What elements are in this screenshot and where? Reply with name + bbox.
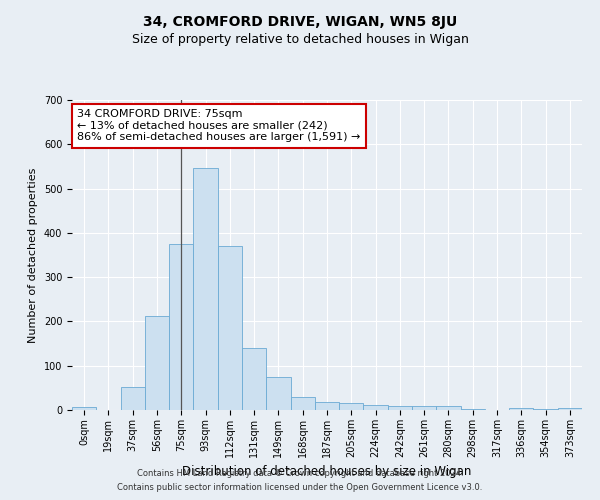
- Text: 34, CROMFORD DRIVE, WIGAN, WN5 8JU: 34, CROMFORD DRIVE, WIGAN, WN5 8JU: [143, 15, 457, 29]
- Bar: [193, 168, 218, 410]
- Bar: [266, 377, 290, 410]
- Bar: [218, 246, 242, 410]
- Bar: [339, 404, 364, 410]
- Text: 34 CROMFORD DRIVE: 75sqm
← 13% of detached houses are smaller (242)
86% of semi-: 34 CROMFORD DRIVE: 75sqm ← 13% of detach…: [77, 110, 361, 142]
- Bar: [242, 348, 266, 410]
- Bar: [364, 405, 388, 410]
- Text: Contains HM Land Registry data © Crown copyright and database right 2024.: Contains HM Land Registry data © Crown c…: [137, 468, 463, 477]
- Text: Size of property relative to detached houses in Wigan: Size of property relative to detached ho…: [131, 32, 469, 46]
- Bar: [533, 408, 558, 410]
- Bar: [436, 406, 461, 410]
- X-axis label: Distribution of detached houses by size in Wigan: Distribution of detached houses by size …: [182, 466, 472, 478]
- Bar: [558, 408, 582, 410]
- Bar: [290, 396, 315, 410]
- Bar: [461, 408, 485, 410]
- Bar: [121, 387, 145, 410]
- Bar: [145, 316, 169, 410]
- Bar: [412, 406, 436, 410]
- Bar: [315, 402, 339, 410]
- Bar: [509, 408, 533, 410]
- Text: Contains public sector information licensed under the Open Government Licence v3: Contains public sector information licen…: [118, 484, 482, 492]
- Y-axis label: Number of detached properties: Number of detached properties: [28, 168, 38, 342]
- Bar: [388, 406, 412, 410]
- Bar: [72, 407, 96, 410]
- Bar: [169, 244, 193, 410]
